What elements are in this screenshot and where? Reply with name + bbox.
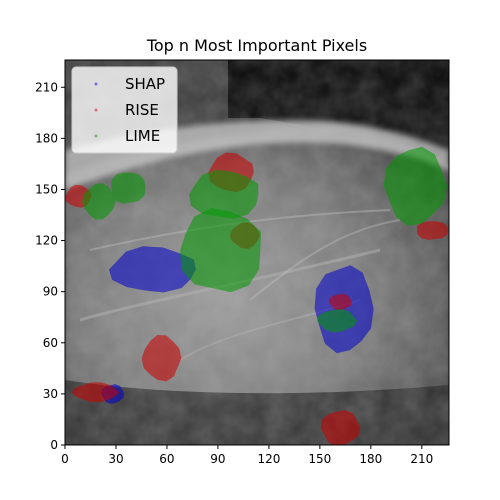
y-tick-label: 0	[50, 438, 58, 452]
y-tick-label: 30	[43, 387, 58, 401]
y-tick-label: 210	[35, 80, 58, 94]
x-tick-label: 60	[159, 452, 174, 466]
x-tick-label: 120	[257, 452, 280, 466]
chart-title: Top n Most Important Pixels	[146, 36, 367, 55]
y-tick-label: 150	[35, 182, 58, 196]
y-axis: 0 30 60 90 120 150 180 210	[35, 80, 65, 452]
legend-label-shap: SHAP	[125, 75, 165, 93]
legend-marker-rise	[95, 109, 98, 112]
legend-marker-lime	[95, 135, 98, 138]
y-tick-label: 120	[35, 234, 58, 248]
y-tick-label: 180	[35, 131, 58, 145]
y-tick-label: 60	[43, 336, 58, 350]
x-tick-label: 210	[410, 452, 433, 466]
x-tick-label: 180	[359, 452, 382, 466]
legend: SHAP RISE LIME	[72, 67, 177, 153]
overlay-region-lime	[111, 173, 145, 204]
y-tick-label: 90	[43, 285, 58, 299]
overlay-region-lime	[180, 208, 261, 292]
x-axis: 0 30 60 90 120 150 180 210	[61, 445, 433, 466]
legend-label-lime: LIME	[125, 127, 160, 145]
legend-marker-shap	[95, 83, 98, 86]
overlay-region-rise	[417, 221, 448, 240]
x-tick-label: 0	[61, 452, 69, 466]
x-tick-label: 30	[108, 452, 123, 466]
legend-label-rise: RISE	[125, 101, 159, 119]
x-tick-label: 90	[210, 452, 225, 466]
x-tick-label: 150	[308, 452, 331, 466]
